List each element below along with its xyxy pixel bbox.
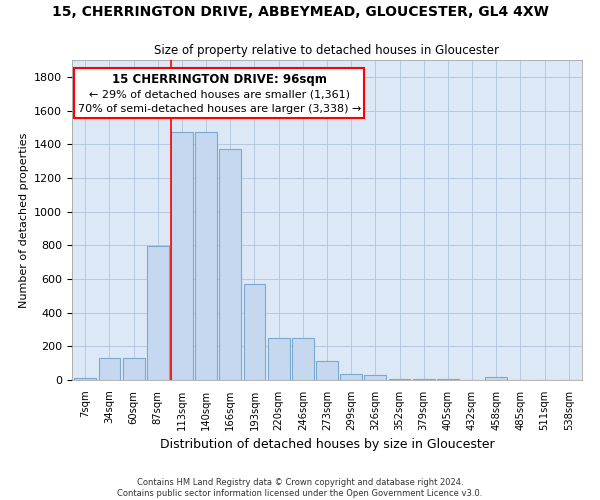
Text: Contains HM Land Registry data © Crown copyright and database right 2024.
Contai: Contains HM Land Registry data © Crown c… [118, 478, 482, 498]
Bar [316, 362, 338, 380]
Bar [147, 246, 169, 380]
Bar [220, 150, 241, 380]
Bar [195, 132, 217, 380]
Text: ← 29% of detached houses are smaller (1,361): ← 29% of detached houses are smaller (1,… [89, 90, 350, 100]
Title: Size of property relative to detached houses in Gloucester: Size of property relative to detached ho… [155, 44, 499, 58]
Bar [413, 379, 434, 380]
Text: 70% of semi-detached houses are larger (3,338) →: 70% of semi-detached houses are larger (… [78, 104, 361, 114]
Bar [123, 358, 145, 380]
Bar [74, 68, 364, 118]
Bar [171, 132, 193, 380]
Bar [292, 338, 314, 380]
X-axis label: Distribution of detached houses by size in Gloucester: Distribution of detached houses by size … [160, 438, 494, 452]
Bar [389, 379, 410, 380]
Text: 15, CHERRINGTON DRIVE, ABBEYMEAD, GLOUCESTER, GL4 4XW: 15, CHERRINGTON DRIVE, ABBEYMEAD, GLOUCE… [52, 5, 548, 19]
Bar [98, 358, 121, 380]
Bar [364, 375, 386, 380]
Bar [74, 378, 96, 380]
Text: 15 CHERRINGTON DRIVE: 96sqm: 15 CHERRINGTON DRIVE: 96sqm [112, 73, 327, 86]
Bar [244, 284, 265, 380]
Y-axis label: Number of detached properties: Number of detached properties [19, 132, 29, 308]
Bar [268, 338, 290, 380]
Bar [485, 376, 507, 380]
Bar [437, 379, 459, 380]
Bar [340, 374, 362, 380]
